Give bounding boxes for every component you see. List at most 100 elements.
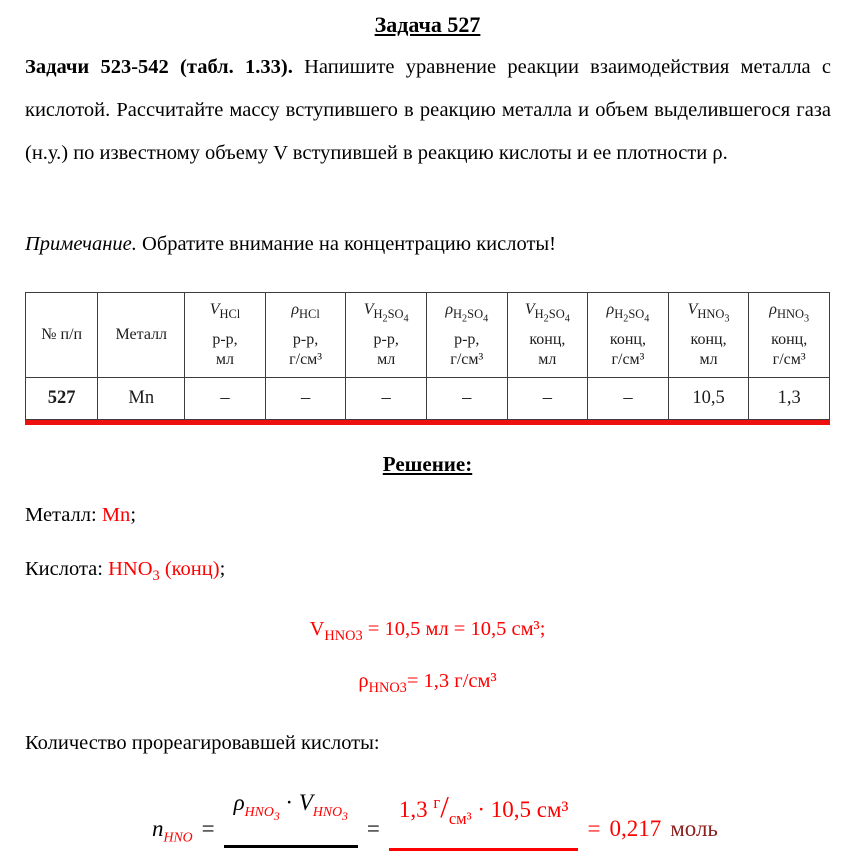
header-formula: VHNO3 bbox=[669, 300, 749, 330]
sub-digit: 2 bbox=[543, 313, 549, 325]
volume-equation: VHNO3 = 10,5 мл = 10,5 см³; bbox=[309, 618, 546, 644]
sub-digit: 4 bbox=[644, 313, 650, 325]
sub-part: H bbox=[453, 307, 463, 322]
multiply-dot-2: · bbox=[477, 797, 486, 822]
cell-v-hno3: 10,5 bbox=[667, 377, 750, 420]
cell-metal: Mn bbox=[97, 377, 186, 420]
sub-digit: 2 bbox=[623, 313, 629, 325]
header-line3: мл bbox=[377, 350, 396, 368]
density-equation: ρHNO3= 1,3 г/см³ bbox=[358, 670, 496, 696]
note-line: Примечание. Обратите внимание на концент… bbox=[25, 233, 556, 256]
volume-symbol: V bbox=[309, 618, 325, 640]
header-line3: г/см³ bbox=[289, 350, 323, 368]
sub-digit: 4 bbox=[403, 313, 409, 325]
v-symbol: V bbox=[298, 790, 313, 815]
volume-equation-line: VHNO3 = 10,5 мл = 10,5 см³; bbox=[0, 618, 855, 645]
cell-v-h2so4-rr: – bbox=[345, 377, 427, 420]
v-subscript: HNO3 bbox=[312, 803, 348, 823]
sub-digit: 3 bbox=[803, 313, 810, 325]
header-line3: г/см³ bbox=[611, 350, 645, 368]
v-sub-text: HNO bbox=[312, 803, 343, 819]
numeric-fraction-numerator: 1,3 г/см³ · 10,5 см³ bbox=[388, 786, 579, 851]
cell-v-hcl: – bbox=[184, 377, 266, 420]
metal-label: Металл: bbox=[25, 504, 102, 526]
header-subscript: HNO3 bbox=[697, 307, 729, 324]
header-line2: р-р, bbox=[212, 330, 238, 348]
page-title-text: Задача 527 bbox=[374, 12, 481, 37]
volume-values: = 10,5 мл = 10,5 см³; bbox=[362, 618, 546, 640]
header-v-h2so4-rr: VH2SO4 р-р, мл bbox=[345, 292, 427, 378]
header-subscript: H2SO4 bbox=[373, 307, 408, 324]
header-line3: мл bbox=[215, 350, 235, 368]
cell-rho-hno3: 1,3 bbox=[748, 377, 830, 420]
moles-formula: nHNO = ρHNO3 · VHNO3 = 1,3 г/см³ · 10,5 … bbox=[152, 786, 718, 851]
rho-sub-digit: 3 bbox=[273, 809, 280, 823]
cell-rho-h2so4-konc: – bbox=[587, 377, 669, 420]
header-v-h2so4-konc: VH2SO4 конц, мл bbox=[506, 292, 589, 378]
header-rho-h2so4-konc: ρH2SO4 конц, г/см³ bbox=[587, 292, 669, 378]
note-label-italic: Примечание. bbox=[25, 233, 137, 255]
sub-part: HCl bbox=[219, 307, 241, 322]
formula-n-symbol: nHNO bbox=[152, 816, 193, 846]
result-unit: моль bbox=[670, 816, 718, 841]
sub-digit: 2 bbox=[382, 313, 388, 325]
data-table: № п/п Металл VHCl р-р, мл ρHCl р-р, г/см… bbox=[24, 292, 830, 420]
sub-part: HCl bbox=[299, 307, 320, 322]
header-line3: г/см³ bbox=[772, 350, 806, 368]
equals-sign-3: = bbox=[587, 816, 601, 841]
table-body: 527 Mn – – – – – – 10,5 1,3 bbox=[24, 377, 830, 420]
header-subscript: HCl bbox=[299, 307, 320, 321]
header-v-hcl: VHCl р-р, мл bbox=[184, 292, 266, 378]
header-v-hno3: VHNO3 конц, мл bbox=[667, 292, 750, 378]
symbolic-fraction: ρHNO3 · VHNO3 bbox=[223, 786, 358, 849]
header-symbol: V bbox=[524, 301, 535, 319]
cell-rho-h2so4-rr: – bbox=[425, 377, 508, 420]
header-line2: р-р, bbox=[454, 330, 480, 348]
problem-statement: Задачи 523-542 (табл. 1.33). Напишите ур… bbox=[25, 46, 831, 175]
unit-slash: / bbox=[440, 789, 449, 824]
acid-label: Кислота: bbox=[25, 558, 109, 580]
header-formula: VH2SO4 bbox=[346, 300, 426, 330]
table-wrapper-with-red-rule: № п/п Металл VHCl р-р, мл ρHCl р-р, г/см… bbox=[24, 292, 830, 425]
header-symbol: ρ bbox=[291, 301, 300, 319]
n-subscript: HNO bbox=[163, 829, 193, 845]
sub-part: HNO bbox=[697, 307, 725, 322]
acid-line: Кислота: HNO3 (конц); bbox=[25, 558, 225, 585]
acid-formula-subscript: 3 bbox=[152, 568, 160, 585]
header-metal-label: Металл bbox=[115, 326, 168, 343]
note-text: Обратите внимание на концентрацию кислот… bbox=[136, 233, 557, 255]
header-line2: р-р, bbox=[373, 330, 399, 348]
header-line2: конц, bbox=[609, 330, 646, 348]
header-line3: г/см³ bbox=[450, 350, 484, 368]
symbolic-fraction-numerator: ρHNO3 · VHNO3 bbox=[223, 786, 358, 849]
acid-concentration-note: (конц) bbox=[159, 558, 220, 580]
header-symbol: ρ bbox=[445, 301, 454, 319]
header-line2: конц, bbox=[690, 330, 727, 348]
solution-heading-text: Решение: bbox=[382, 452, 473, 476]
cell-v-h2so4-konc: – bbox=[506, 377, 589, 420]
sub-part: H bbox=[614, 307, 624, 322]
page-title: Задача 527 bbox=[0, 12, 855, 38]
density-value: 1,3 bbox=[398, 797, 428, 822]
unit-cm3: см³ bbox=[448, 809, 472, 828]
acid-end: ; bbox=[219, 558, 226, 580]
unit-gram: г bbox=[433, 793, 441, 812]
header-symbol: V bbox=[687, 301, 698, 319]
problem-body-text: Напишите уравнение реакции взаимодействи… bbox=[25, 56, 831, 164]
header-symbol: ρ bbox=[606, 301, 615, 319]
cell-num: 527 bbox=[24, 377, 99, 420]
sub-digit: 4 bbox=[564, 313, 570, 325]
header-rho-hcl: ρHCl р-р, г/см³ bbox=[264, 292, 347, 378]
rho-symbol: ρ bbox=[233, 790, 245, 815]
equals-sign-1: = bbox=[201, 816, 215, 841]
header-symbol: ρ bbox=[769, 301, 777, 319]
header-symbol: V bbox=[363, 301, 374, 319]
sub-part: SO bbox=[467, 307, 484, 322]
sub-part: SO bbox=[548, 307, 565, 322]
volume-value: 10,5 см³ bbox=[490, 797, 569, 822]
amount-of-acid-label: Количество прореагировавшей кислоты: bbox=[25, 732, 380, 754]
sub-digit: 4 bbox=[483, 313, 489, 325]
table-data-row: 527 Mn – – – – – – 10,5 1,3 bbox=[24, 377, 830, 420]
metal-end: ; bbox=[130, 504, 137, 526]
